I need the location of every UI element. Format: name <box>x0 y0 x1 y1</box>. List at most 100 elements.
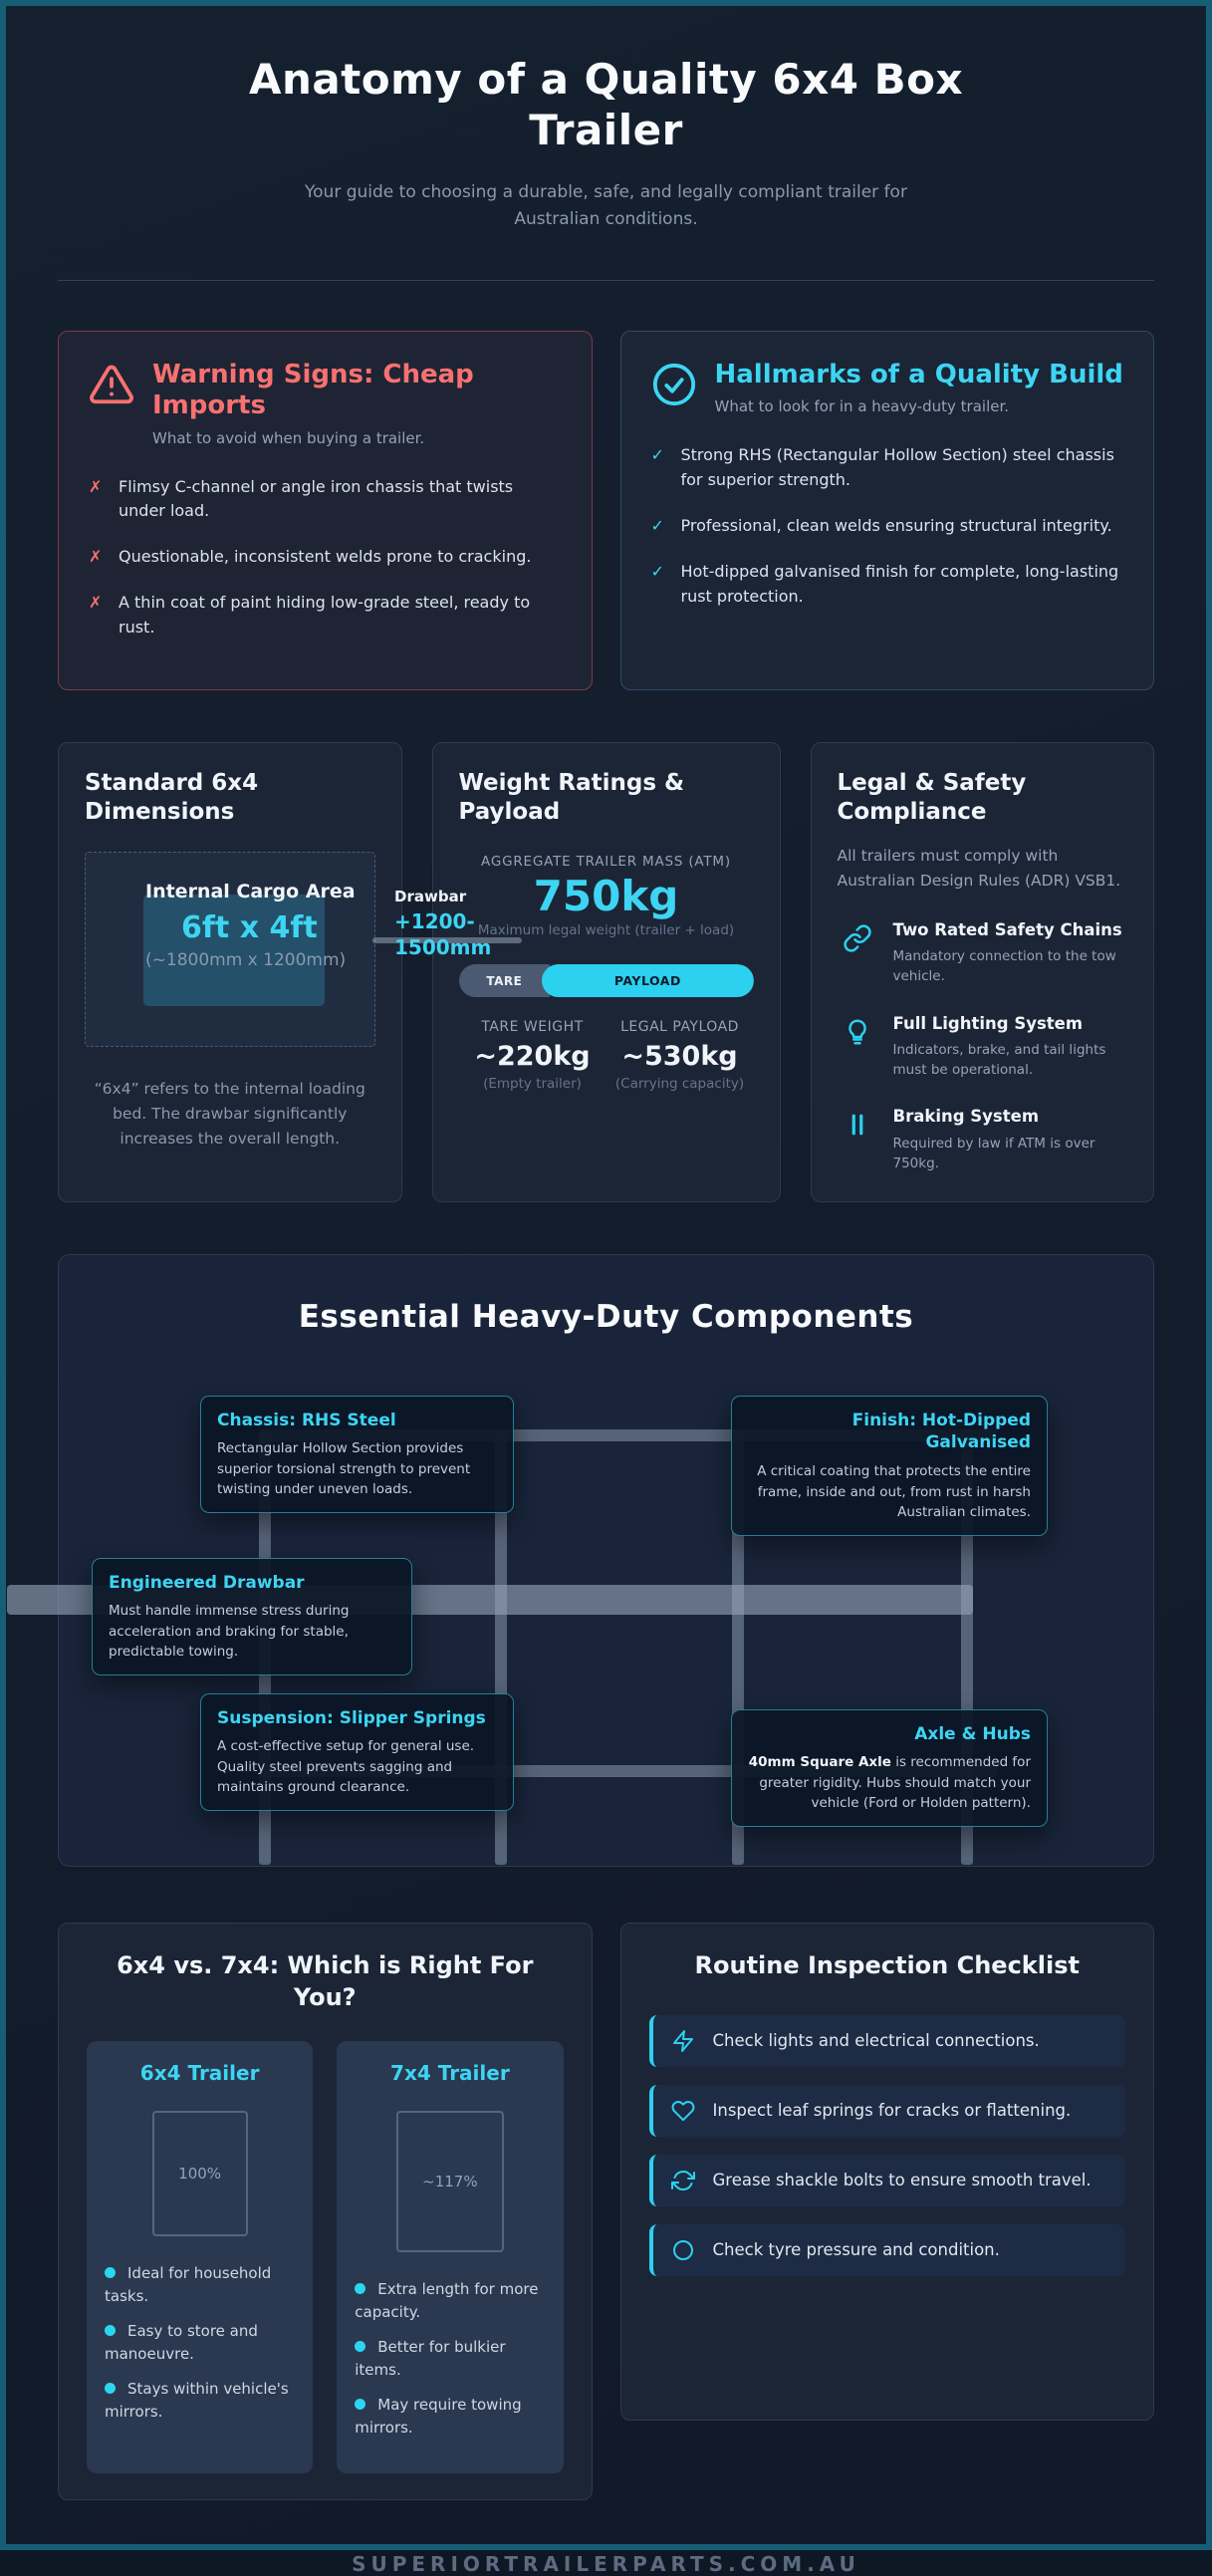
bullet-item: May require towing mirrors. <box>355 2394 545 2439</box>
header: Anatomy of a Quality 6x4 Box Trailer You… <box>58 6 1154 232</box>
list-item: ✗ Questionable, inconsistent welds prone … <box>89 545 562 570</box>
bullet-text: Stays within vehicle's mirrors. <box>105 2380 289 2421</box>
trailer-6x4-title: 6x4 Trailer <box>139 2061 260 2086</box>
callout-finish: Finish: Hot-Dipped Galvanised A critical… <box>731 1395 1048 1537</box>
legal-item-title: Two Rated Safety Chains <box>892 919 1122 939</box>
bullet-item: Easy to store and manoeuvre. <box>105 2320 295 2365</box>
cargo-area-label: Internal Cargo Area <box>145 881 356 903</box>
callout-body: 40mm Square Axle is recommended for grea… <box>748 1752 1031 1813</box>
warning-list: ✗ Flimsy C-channel or angle iron chassis … <box>89 475 562 641</box>
bullet-dot-icon <box>105 2267 116 2279</box>
checklist-item-springs: Inspect leaf springs for cracks or flatt… <box>648 2084 1125 2137</box>
drawbar-connector-line <box>372 936 522 943</box>
bullet-item: Stays within vehicle's mirrors. <box>105 2378 295 2423</box>
lightning-icon <box>671 2029 695 2053</box>
list-item: ✗ A thin coat of paint hiding low-grade s… <box>89 591 562 641</box>
chain-link-icon <box>838 919 877 987</box>
dimensions-caption: “6x4” refers to the internal loading bed… <box>94 1080 365 1148</box>
tare-stat-label: TARE WEIGHT <box>481 1019 584 1036</box>
warning-card: Warning Signs: Cheap Imports What to avo… <box>58 331 593 690</box>
payload-segment: PAYLOAD <box>542 964 754 998</box>
refresh-icon <box>670 2169 695 2192</box>
checklist-item-text: Grease shackle bolts to ensure smooth tr… <box>712 2171 1091 2190</box>
callout-title: Chassis: RHS Steel <box>217 1410 396 1430</box>
tare-stat-note: (Empty trailer) <box>483 1076 582 1093</box>
checklist-item-lights: Check lights and electrical connections. <box>648 2014 1125 2067</box>
trailer-6x4-bullets: Ideal for household tasks. Easy to store… <box>105 2262 295 2423</box>
warning-card-subtitle: What to avoid when buying a trailer. <box>152 428 425 447</box>
legal-item-desc: Mandatory connection to the tow vehicle. <box>892 948 1116 985</box>
cargo-diagram: Internal Cargo Area 6ft x 4ft (~1800mm x… <box>85 852 375 1048</box>
legal-item-chains: Two Rated Safety Chains Mandatory connec… <box>838 919 1128 987</box>
checklist-title: Routine Inspection Checklist <box>694 1950 1080 1979</box>
drawbar-label-word: Drawbar <box>394 887 467 905</box>
tare-stat: TARE WEIGHT ~220kg (Empty trailer) <box>459 1019 606 1092</box>
bullet-item: Better for bulkier items. <box>355 2336 545 2381</box>
drawbar-label: Drawbar +1200-1500mm <box>394 887 491 960</box>
callout-drawbar: Engineered Drawbar Must handle immense s… <box>92 1557 412 1676</box>
lightbulb-icon <box>838 1013 877 1081</box>
payload-stat-label: LEGAL PAYLOAD <box>620 1019 739 1036</box>
page-container: Anatomy of a Quality 6x4 Box Trailer You… <box>6 6 1206 2576</box>
warning-card-header: Warning Signs: Cheap Imports What to avo… <box>89 360 562 447</box>
checklist-items: Check lights and electrical connections.… <box>648 2014 1125 2276</box>
dimensions-card-title: Standard 6x4 Dimensions <box>85 769 259 826</box>
bullet-dot-icon <box>105 2325 116 2337</box>
warning-triangle-icon <box>89 362 134 411</box>
check-mark-icon: ✓ <box>650 515 664 535</box>
cargo-mm-value: (~1800mm x 1200mm) <box>145 949 347 970</box>
header-divider <box>58 280 1154 282</box>
bullet-text: Extra length for more capacity. <box>355 2280 539 2321</box>
dimensions-card: Standard 6x4 Dimensions Internal Cargo A… <box>58 741 402 1202</box>
footer-brand: SUPERIORTRAILERPARTS.COM.AU <box>352 2552 860 2576</box>
callout-title: Engineered Drawbar <box>109 1572 305 1593</box>
bullet-text: Easy to store and manoeuvre. <box>105 2322 258 2363</box>
callout-body-bold: 40mm Square Axle <box>748 1754 891 1771</box>
intro-cards-row: Warning Signs: Cheap Imports What to avo… <box>58 331 1154 690</box>
size-rect-7x4: ~117% <box>395 2111 504 2253</box>
pause-bars-icon <box>838 1106 877 1173</box>
cargo-text-block: Internal Cargo Area 6ft x 4ft (~1800mm x… <box>145 879 360 972</box>
circle-icon <box>671 2238 695 2262</box>
bullet-dot-icon <box>355 2341 366 2353</box>
checklist-item-shackles: Grease shackle bolts to ensure smooth tr… <box>648 2154 1125 2206</box>
callout-body: A critical coating that protects the ent… <box>757 1463 1031 1520</box>
tare-segment: TARE <box>458 964 551 998</box>
quality-list: ✓ Strong RHS (Rectangular Hollow Section)… <box>651 443 1124 609</box>
list-item-text: Hot-dipped galvanised finish for complet… <box>680 561 1119 606</box>
comparison-grid: 6x4 Trailer 100% Ideal for household tas… <box>87 2041 564 2474</box>
heart-icon <box>671 2099 695 2123</box>
legal-item-lighting: Full Lighting System Indicators, brake, … <box>838 1013 1128 1081</box>
legal-item-title: Braking System <box>892 1107 1040 1127</box>
list-item: ✓ Professional, clean welds ensuring stru… <box>651 514 1124 539</box>
payload-stat-note: (Carrying capacity) <box>614 1076 745 1093</box>
bullet-item: Extra length for more capacity. <box>355 2278 545 2323</box>
checklist-item-tyres: Check tyre pressure and condition. <box>648 2223 1125 2276</box>
page-subtitle: Your guide to choosing a durable, safe, … <box>305 182 907 229</box>
legal-item-text: Full Lighting System Indicators, brake, … <box>893 1013 1128 1081</box>
list-item-text: Questionable, inconsistent welds prone t… <box>119 547 532 567</box>
list-item-text: Professional, clean welds ensuring struc… <box>680 515 1112 535</box>
trailer-7x4-card: 7x4 Trailer ~117% Extra length for more … <box>337 2041 564 2474</box>
bullet-dot-icon <box>105 2383 116 2395</box>
cross-mark-icon: ✗ <box>89 547 103 567</box>
size-rect-6x4-label: 100% <box>178 2165 222 2184</box>
comparison-card: 6x4 vs. 7x4: Which is Right For You? 6x4… <box>58 1922 593 2501</box>
quality-card-subtitle: What to look for in a heavy-duty trailer… <box>714 397 1010 416</box>
trailer-7x4-bullets: Extra length for more capacity. Better f… <box>355 2278 545 2439</box>
legal-item-desc: Indicators, brake, and tail lights must … <box>892 1041 1106 1079</box>
warning-card-titles: Warning Signs: Cheap Imports What to avo… <box>152 360 562 446</box>
tare-segment-label: TARE <box>486 973 523 988</box>
callout-body: Rectangular Hollow Section provides supe… <box>217 1440 471 1497</box>
callout-title: Suspension: Slipper Springs <box>217 1707 486 1728</box>
callout-title: Finish: Hot-Dipped Galvanised <box>851 1410 1031 1453</box>
trailer-7x4-title: 7x4 Trailer <box>390 2061 510 2086</box>
tare-stat-value: ~220kg <box>474 1041 591 1073</box>
cargo-size-value: 6ft x 4ft <box>181 909 318 945</box>
legal-item-title: Full Lighting System <box>892 1013 1084 1033</box>
legal-item-desc: Required by law if ATM is over 750kg. <box>892 1135 1095 1171</box>
legal-item-text: Two Rated Safety Chains Mandatory connec… <box>893 919 1128 987</box>
atm-note: Maximum legal weight (trailer + load) <box>477 922 735 939</box>
atm-label: AGGREGATE TRAILER MASS (ATM) <box>481 854 731 871</box>
cargo-area-rect <box>143 895 325 1007</box>
